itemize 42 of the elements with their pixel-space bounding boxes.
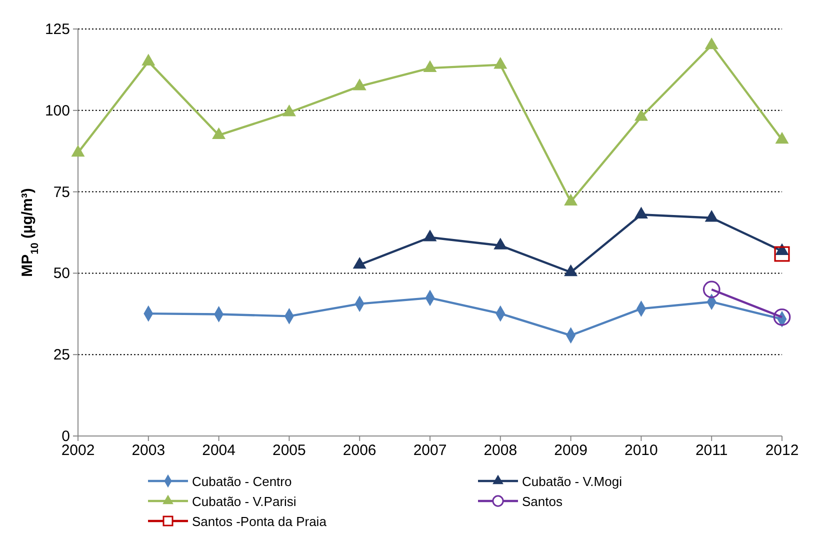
point xyxy=(212,128,226,140)
point xyxy=(424,60,436,72)
x-tick-label: 2004 xyxy=(202,442,236,459)
point xyxy=(72,145,84,157)
point xyxy=(353,79,366,90)
point xyxy=(773,308,791,326)
legend-label: Santos -Ponta da Praia xyxy=(192,514,328,529)
y-tick-label: 50 xyxy=(53,265,70,282)
x-tick-label: 2009 xyxy=(554,442,588,459)
x-tick-label: 2005 xyxy=(272,442,306,459)
point xyxy=(776,132,788,144)
x-tick-label: 2010 xyxy=(624,442,658,459)
y-tick-label: 0 xyxy=(62,428,70,445)
x-tick-label: 2011 xyxy=(695,442,728,459)
x-tick-label: 2002 xyxy=(61,442,95,459)
y-tick-label: 25 xyxy=(53,346,70,364)
x-tick-label: 2012 xyxy=(765,442,799,459)
point xyxy=(705,210,718,222)
legend-label: Cubatão - V.Mogi xyxy=(522,474,622,489)
legend-label: Cubatão - Centro xyxy=(192,474,292,489)
x-tick-label: 2008 xyxy=(484,442,518,459)
y-tick-label: 75 xyxy=(53,184,70,201)
legend-label: Cubatão - V.Parisi xyxy=(192,494,296,509)
legend-label: Santos xyxy=(522,494,563,509)
point xyxy=(424,230,436,242)
y-tick-label: 100 xyxy=(44,102,70,120)
point xyxy=(705,38,718,50)
point xyxy=(494,238,507,250)
point xyxy=(353,257,366,269)
point xyxy=(494,58,507,69)
point xyxy=(774,246,790,262)
point xyxy=(702,280,720,298)
x-tick-label: 2006 xyxy=(342,442,376,459)
point xyxy=(282,105,296,116)
y-tick-label: 125 xyxy=(44,21,70,38)
point xyxy=(634,207,648,218)
point xyxy=(634,110,648,121)
x-tick-label: 2003 xyxy=(132,442,166,459)
point xyxy=(564,194,578,206)
point xyxy=(564,264,578,276)
point xyxy=(142,54,155,66)
x-tick-label: 2007 xyxy=(413,442,447,459)
